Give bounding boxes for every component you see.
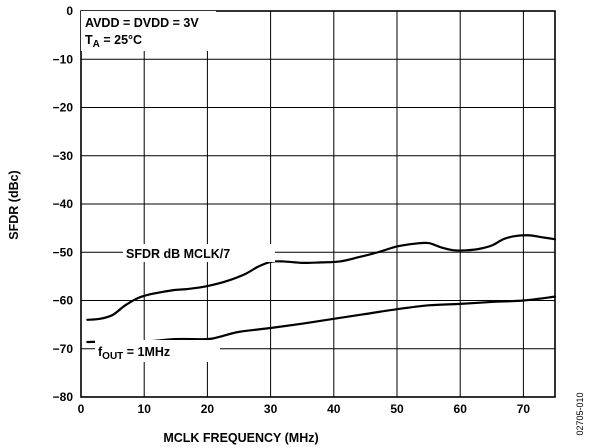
temperature-annotation: TA = 25°C bbox=[85, 33, 142, 50]
y-tick-label: −70 bbox=[53, 342, 74, 356]
y-tick-label: −50 bbox=[53, 245, 74, 259]
series1-label-bg bbox=[123, 244, 275, 262]
annotation-box bbox=[81, 11, 216, 51]
y-tick-label: −10 bbox=[53, 52, 74, 66]
series-sfdr-mclk7-line bbox=[86, 234, 557, 321]
y-tick-label: −30 bbox=[53, 149, 74, 163]
y-axis-title: SFDR (dBc) bbox=[7, 170, 21, 239]
x-tick-label: 40 bbox=[327, 402, 341, 416]
x-tick-labels: 0 10 20 30 40 50 60 70 bbox=[78, 402, 531, 416]
y-tick-label: −40 bbox=[53, 197, 74, 211]
x-tick-label: 50 bbox=[390, 402, 404, 416]
plot-frame bbox=[80, 10, 556, 398]
series2-label: fOUT = 1MHz bbox=[98, 345, 170, 362]
y-tick-label: −20 bbox=[53, 101, 74, 115]
data-series bbox=[86, 234, 557, 344]
x-tick-label: 30 bbox=[264, 402, 278, 416]
series2-label-bg bbox=[95, 340, 220, 362]
figure-code: 02705-010 bbox=[575, 392, 585, 435]
y-tick-label: −80 bbox=[53, 390, 74, 404]
series1-label: SFDR dB MCLK/7 bbox=[126, 247, 230, 261]
x-tick-label: 0 bbox=[78, 402, 85, 416]
x-axis-title: MCLK FREQUENCY (MHz) bbox=[163, 431, 318, 445]
y-tick-labels: 0 −10 −20 −30 −40 −50 −60 −70 −80 bbox=[53, 4, 74, 404]
y-tick-label: 0 bbox=[66, 4, 73, 18]
x-tick-label: 10 bbox=[138, 402, 152, 416]
x-tick-label: 70 bbox=[517, 402, 531, 416]
series-fout-1mhz-line bbox=[86, 295, 557, 344]
x-tick-label: 60 bbox=[454, 402, 468, 416]
x-tick-label: 20 bbox=[201, 402, 215, 416]
supply-annotation: AVDD = DVDD = 3V bbox=[85, 16, 199, 30]
grid-lines bbox=[80, 10, 555, 398]
y-tick-label: −60 bbox=[53, 294, 74, 308]
